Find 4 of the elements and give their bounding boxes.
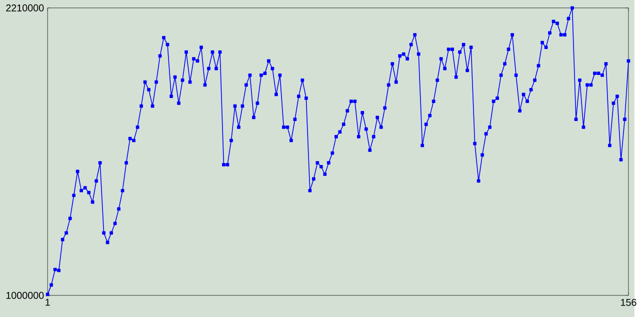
y-tick-label: 1000000: [6, 292, 44, 299]
x-tick-label: 156: [620, 298, 636, 306]
x-tick-label: 1: [46, 298, 50, 306]
y-tick-label: 2210000: [6, 4, 44, 12]
